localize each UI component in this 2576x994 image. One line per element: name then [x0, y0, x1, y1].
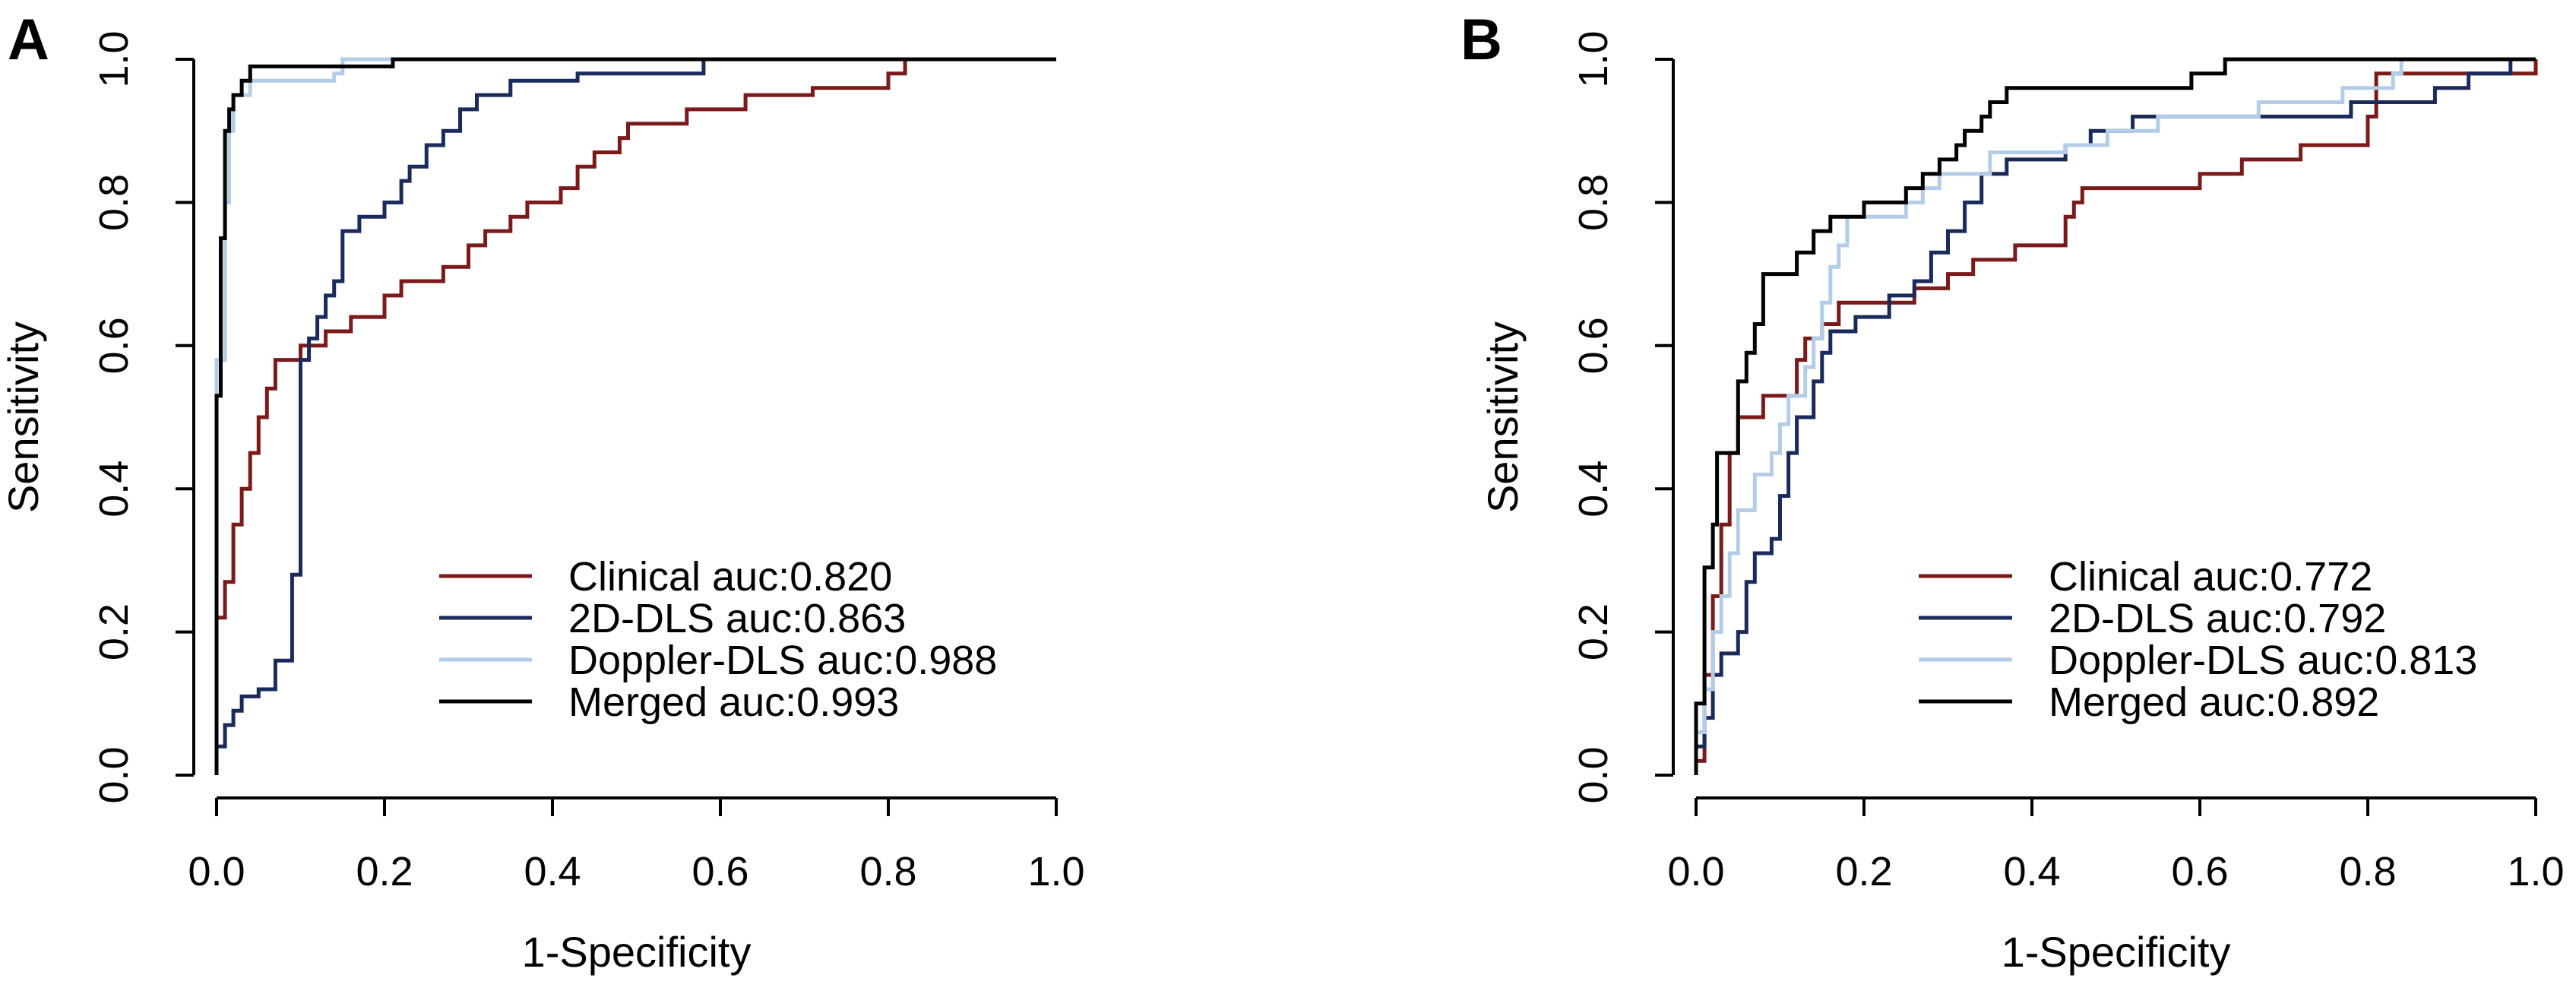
- roc-curve-clinical: [214, 57, 1056, 775]
- legend-label: Doppler-DLS auc:0.813: [2049, 638, 2477, 683]
- x-tick-label: 0.4: [2003, 849, 2060, 894]
- legend-label: Clinical auc:0.820: [568, 554, 892, 600]
- x-axis-title: 1-Specificity: [2002, 928, 2231, 976]
- x-tick-label: 0.0: [1667, 849, 1724, 894]
- roc-curve-doppler-dls: [1694, 59, 2404, 775]
- roc-curve-merged: [214, 57, 1056, 775]
- roc-curve-2d-dls: [214, 57, 1056, 775]
- x-tick-label: 0.6: [691, 849, 748, 894]
- x-tick-label: 0.8: [859, 849, 916, 894]
- x-tick-label: 0.2: [1835, 849, 1892, 894]
- x-tick-label: 0.4: [524, 849, 581, 894]
- roc-curve-clinical: [1694, 59, 2538, 775]
- x-tick-label: 0.0: [188, 849, 245, 894]
- panel-label: B: [1460, 8, 1502, 72]
- y-tick-label: 1.0: [1571, 30, 1616, 87]
- y-tick-label: 0.2: [1571, 603, 1616, 660]
- x-tick-label: 0.8: [2339, 849, 2396, 894]
- panel-b: B 0.0 0.2 0.4 0.6 0.8 1.0 0.0 0.2 0.4 0.6 0.8 1.0 1-S…: [1460, 8, 2565, 976]
- y-tick-label: 1.0: [91, 30, 137, 87]
- legend-label: Doppler-DLS auc:0.988: [568, 638, 997, 683]
- panel-a: A 0.0 0.2 0.4 0.6 0.8 1.0 0.0 0.2 0.4 0.6 0.8 1.0 1-S…: [0, 8, 1085, 976]
- legend-label: Merged auc:0.993: [568, 679, 899, 725]
- y-tick-label: 0.0: [1571, 746, 1616, 803]
- x-tick-label: 1.0: [2507, 849, 2564, 894]
- y-tick-label: 0.6: [1571, 317, 1616, 374]
- y-tick-label: 0.8: [91, 174, 137, 231]
- x-tick-label: 0.6: [2171, 849, 2228, 894]
- y-axis-title: Sensitivity: [1479, 321, 1527, 513]
- legend-label: 2D-DLS auc:0.863: [568, 596, 906, 641]
- y-tick-label: 0.6: [91, 317, 137, 374]
- y-axis-title: Sensitivity: [0, 321, 47, 513]
- y-tick-label: 0.4: [1571, 461, 1616, 518]
- y-tick-label: 0.0: [91, 746, 137, 803]
- y-tick-label: 0.4: [91, 461, 137, 518]
- roc-curve-merged: [1694, 57, 2536, 775]
- x-axis-title: 1-Specificity: [522, 928, 752, 976]
- y-tick-label: 0.8: [1571, 174, 1616, 231]
- roc-curve-2d-dls: [1694, 57, 2536, 775]
- legend-label: 2D-DLS auc:0.792: [2049, 596, 2386, 641]
- legend-label: Clinical auc:0.772: [2049, 554, 2372, 600]
- x-tick-label: 1.0: [1027, 849, 1084, 894]
- x-tick-label: 0.2: [356, 849, 413, 894]
- y-tick-label: 0.2: [91, 603, 137, 660]
- panel-label: A: [8, 8, 49, 72]
- legend-label: Merged auc:0.892: [2049, 679, 2379, 725]
